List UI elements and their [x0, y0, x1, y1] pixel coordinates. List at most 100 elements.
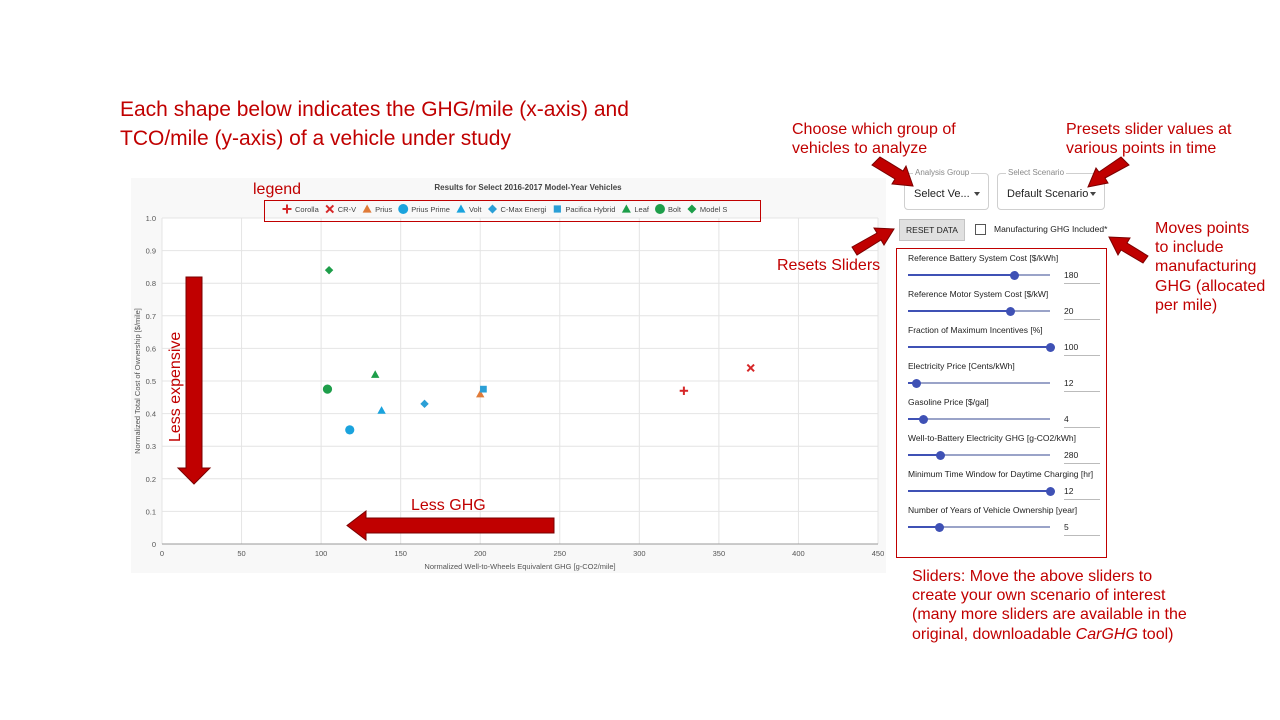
y-tick-label: 0.5: [146, 377, 156, 386]
legend-label: C-Max Energi: [500, 205, 546, 214]
slider-track[interactable]: [908, 342, 1055, 352]
y-tick-label: 0.1: [146, 507, 156, 516]
chart-area: 0 50 100 150 200 250 300 350 400 450 0 0.1 0.2 0.3 0.4…: [131, 178, 886, 573]
y-tick-label: 0.7: [146, 312, 156, 321]
slider-value-input[interactable]: 180: [1064, 267, 1100, 284]
choose-group-annotation: Choose which group of vehicles to analyz…: [792, 120, 956, 158]
slider-fill: [908, 454, 941, 456]
slider-value-input[interactable]: 5: [1064, 519, 1100, 536]
slider-thumb[interactable]: [934, 522, 944, 532]
x-tick-label: 150: [394, 549, 407, 558]
legend-marker: [487, 204, 497, 214]
slider-label: Gasoline Price [$/gal]: [908, 397, 989, 407]
slider-track[interactable]: [908, 450, 1050, 460]
slider-track[interactable]: [908, 306, 1050, 316]
x-tick-label: 400: [792, 549, 805, 558]
less-ghg-arrow: [346, 509, 555, 542]
y-axis-label: Normalized Total Cost of Ownership [$/mi…: [133, 308, 142, 454]
slider-value-input[interactable]: 20: [1064, 303, 1100, 320]
data-point-model-s: [324, 265, 334, 275]
slider-4[interactable]: Electricity Price [Cents/kWh] 12: [908, 361, 1103, 397]
slider-value-input[interactable]: 12: [1064, 483, 1100, 500]
data-point-leaf: [371, 370, 380, 378]
choose-group-arrow: [871, 156, 914, 187]
slider-thumb[interactable]: [1045, 342, 1055, 352]
choose-group-line-1: Choose which group of: [792, 121, 956, 138]
legend-highlight-box: [264, 200, 761, 222]
slider-label: Reference Battery System Cost [$/kWh]: [908, 253, 1059, 263]
slider-thumb[interactable]: [1010, 270, 1019, 280]
x-tick-label: 50: [237, 549, 245, 558]
slider-label: Electricity Price [Cents/kWh]: [908, 361, 1015, 371]
slider-3[interactable]: Fraction of Maximum Incentives [%] 100: [908, 325, 1103, 361]
data-point-pacifica-hybrid: [480, 385, 487, 393]
scatter-chart: 0 50 100 150 200 250 300 350 400 450 0 0.1 0.2 0.3 0.4…: [133, 183, 884, 571]
data-point-volt: [377, 406, 386, 414]
sliders-note-line-3: (many more sliders are available in the: [912, 606, 1187, 624]
heading-line-2: TCO/mile (y-axis) of a vehicle under stu…: [120, 127, 511, 151]
scenario-select[interactable]: Select Scenario Default Scenario: [997, 168, 1105, 210]
slider-fill: [908, 346, 1050, 348]
slider-label: Fraction of Maximum Incentives [%]: [908, 325, 1043, 335]
chart-title: Results for Select 2016-2017 Model-Year …: [434, 183, 622, 192]
choose-group-line-2: vehicles to analyze: [792, 140, 928, 158]
moves-points-line-5: per mile): [1155, 296, 1218, 314]
slider-value-input[interactable]: 280: [1064, 447, 1100, 464]
chevron-down-icon: [974, 192, 980, 196]
presets-annotation: Presets slider values at various points …: [1066, 120, 1231, 158]
legend-annotation: legend: [253, 181, 302, 198]
legend-label: Bolt: [668, 205, 682, 214]
reset-data-button[interactable]: RESET DATA: [899, 219, 965, 241]
slider-thumb[interactable]: [936, 450, 946, 460]
legend-label: Prius Prime: [411, 205, 450, 214]
y-tick-label: 0.3: [146, 442, 156, 451]
less-expensive-arrow: [176, 276, 212, 485]
data-point-prius-prime: [345, 425, 355, 435]
data-point-corolla: [679, 386, 689, 395]
slider-6[interactable]: Well-to-Battery Electricity GHG [g-CO2/k…: [908, 433, 1103, 469]
legend-label: CR-V: [338, 205, 356, 214]
slider-value-input[interactable]: 100: [1064, 339, 1100, 356]
sliders-note-tool-name: CarGHG: [1075, 625, 1138, 643]
presets-line-1: Presets slider values at: [1066, 121, 1232, 138]
slider-8[interactable]: Number of Years of Vehicle Ownership [ye…: [908, 505, 1103, 541]
slider-thumb[interactable]: [1045, 486, 1055, 496]
manufacturing-ghg-checkbox[interactable]: [975, 224, 986, 235]
analysis-group-select[interactable]: Analysis Group Select Ve...: [904, 168, 989, 210]
data-point-c-max-energi: [420, 399, 429, 409]
y-tick-label: 0.4: [146, 410, 156, 419]
sliders-annotation: Sliders: Move the above sliders to creat…: [912, 567, 1187, 644]
slider-thumb[interactable]: [912, 378, 922, 388]
heading-line-1: Each shape below indicates the GHG/mile …: [120, 98, 629, 121]
legend-label: Pacifica Hybrid: [565, 205, 615, 214]
slider-1[interactable]: Reference Battery System Cost [$/kWh] 180: [908, 253, 1103, 289]
x-tick-label: 350: [713, 549, 726, 558]
slider-track[interactable]: [908, 486, 1055, 496]
sliders-note-line-1: Sliders: Move the above sliders to: [912, 568, 1153, 585]
slider-fill: [908, 418, 924, 420]
x-tick-label: 250: [554, 549, 567, 558]
slider-2[interactable]: Reference Motor System Cost [$/kW] 20: [908, 289, 1103, 325]
y-tick-label: 1.0: [146, 214, 156, 223]
chevron-down-icon: [1090, 192, 1096, 196]
scenario-label: Select Scenario: [1006, 168, 1067, 177]
x-tick-label: 0: [160, 549, 164, 558]
y-tick-label: 0.8: [146, 279, 156, 288]
slider-track[interactable]: [908, 270, 1050, 280]
slider-track[interactable]: [908, 414, 1050, 424]
data-point-prius: [476, 389, 485, 398]
slider-thumb[interactable]: [919, 414, 929, 424]
slider-value-input[interactable]: 4: [1064, 411, 1100, 428]
slider-7[interactable]: Minimum Time Window for Daytime Charging…: [908, 469, 1103, 505]
slider-track[interactable]: [908, 522, 1050, 532]
legend-marker: [621, 204, 631, 213]
legend-marker: [456, 204, 466, 213]
slider-value-input[interactable]: 12: [1064, 375, 1100, 392]
data-point-bolt: [322, 384, 333, 394]
slider-fill: [908, 526, 940, 528]
x-tick-label: 300: [633, 549, 646, 558]
slider-label: Number of Years of Vehicle Ownership [ye…: [908, 505, 1078, 515]
slider-track[interactable]: [908, 378, 1050, 388]
slider-5[interactable]: Gasoline Price [$/gal] 4: [908, 397, 1103, 433]
slider-thumb[interactable]: [1005, 306, 1015, 316]
